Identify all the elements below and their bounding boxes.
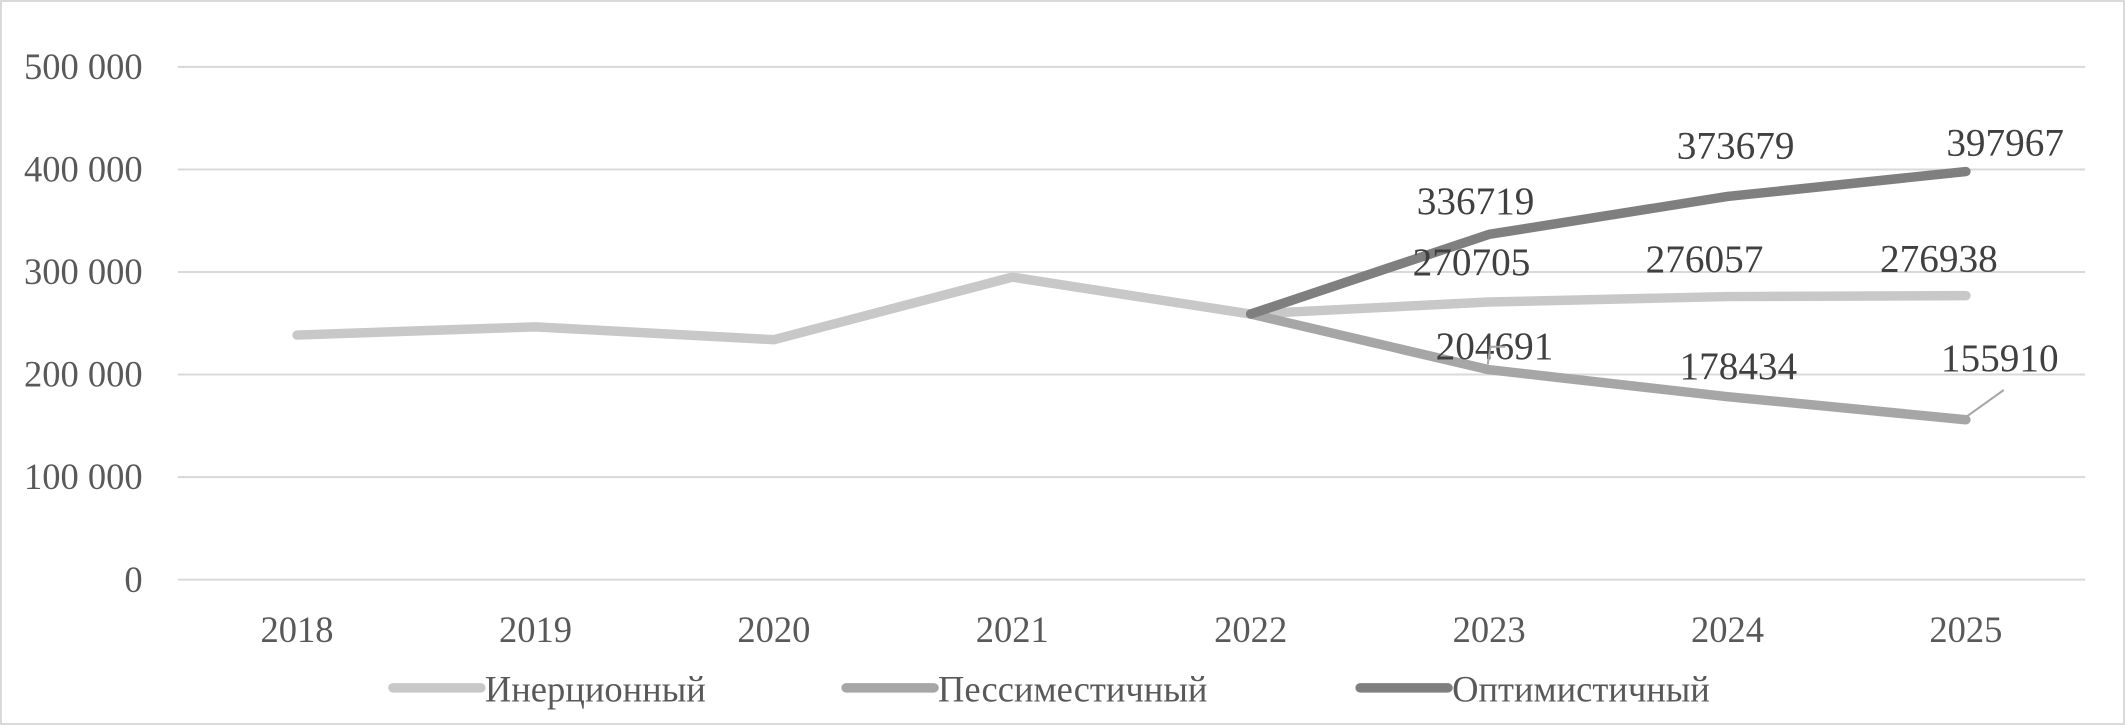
y-tick-label: 0 (124, 559, 142, 600)
x-tick-label: 2025 (1929, 609, 2002, 650)
legend-label: Оптимистичный (1452, 668, 1710, 709)
data-label: 270705 (1413, 241, 1531, 284)
y-tick-label: 400 000 (24, 149, 143, 190)
y-tick-label: 300 000 (24, 251, 143, 292)
data-label: 276938 (1880, 237, 1998, 280)
x-tick-label: 2024 (1691, 609, 1764, 650)
data-label: 336719 (1417, 180, 1535, 223)
y-tick-label: 500 000 (24, 46, 143, 87)
x-tick-label: 2021 (976, 609, 1049, 650)
data-label: 373679 (1677, 125, 1795, 168)
data-label: 397967 (1946, 121, 2064, 164)
x-tick-label: 2023 (1453, 609, 1526, 650)
leader-line (1965, 389, 2005, 418)
data-label: 155910 (1941, 337, 2059, 380)
x-tick-label: 2019 (499, 609, 572, 650)
legend-label: Пессиместичный (938, 668, 1207, 709)
series-line-2 (1245, 166, 1971, 319)
data-label: 178434 (1680, 345, 1798, 388)
series-line-1 (1245, 309, 1971, 425)
x-tick-label: 2020 (737, 609, 810, 650)
leader-line (1486, 345, 1506, 365)
x-tick-label: 2022 (1214, 609, 1287, 650)
y-tick-label: 100 000 (24, 456, 143, 497)
x-tick-label: 2018 (261, 609, 334, 650)
data-label: 276057 (1646, 238, 1764, 281)
series-line-0 (292, 272, 1971, 345)
legend-label: Инерционный (485, 668, 706, 709)
y-tick-label: 200 000 (24, 354, 143, 395)
